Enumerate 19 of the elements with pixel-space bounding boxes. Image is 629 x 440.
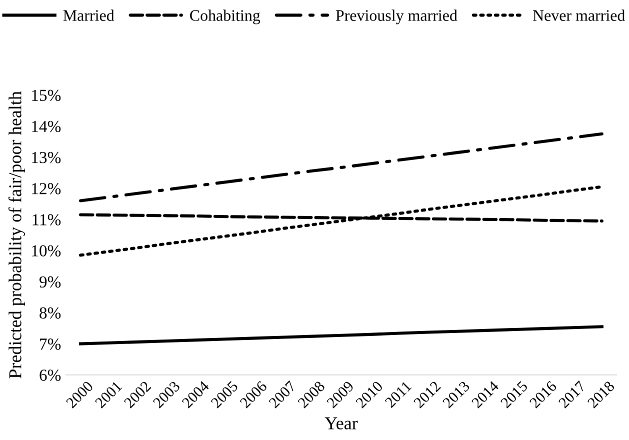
y-tick-label: 6% [40, 370, 61, 381]
y-tick-label: 10% [32, 245, 61, 257]
line-series [79, 325, 604, 346]
y-axis-title: Predicted probability of fair/poor health [8, 91, 26, 378]
y-tick-label: 8% [40, 307, 61, 319]
y-tick-label: 9% [40, 276, 61, 288]
legend-label: Never married [532, 10, 625, 21]
y-tick-label: 11% [32, 214, 61, 226]
line-series [79, 185, 604, 257]
legend-label: Previously married [336, 10, 458, 24]
legend-label: Married [63, 10, 114, 21]
y-tick-label: 12% [32, 183, 61, 194]
x-axis-title: Year [324, 417, 358, 430]
y-tick-label: 14% [32, 120, 61, 132]
y-tick-label: 13% [32, 152, 61, 164]
legend-label: Cohabiting [190, 10, 260, 24]
line-series [79, 132, 604, 202]
y-tick-label: 7% [40, 338, 61, 350]
y-tick-label: 15% [32, 90, 61, 102]
